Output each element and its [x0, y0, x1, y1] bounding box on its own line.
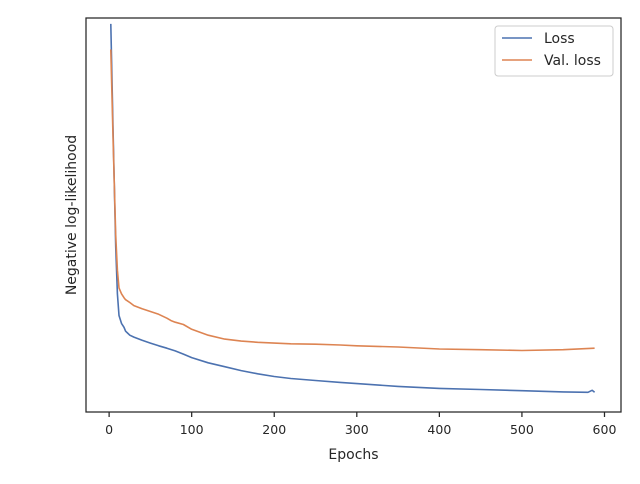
- series-line-val-loss: [110, 49, 595, 352]
- x-tick-label: 400: [427, 422, 451, 437]
- x-tick-label: 600: [593, 422, 617, 437]
- legend-label-val-loss: Val. loss: [544, 53, 601, 69]
- x-tick-label: 500: [510, 422, 534, 437]
- legend-label-loss: Loss: [544, 31, 575, 47]
- x-axis: 0 100 200 300 400 500 600: [105, 412, 616, 437]
- series-line-loss: [110, 23, 596, 394]
- legend: Loss Val. loss: [494, 25, 614, 77]
- x-axis-label: Epochs: [328, 447, 378, 463]
- x-tick-label: 200: [262, 422, 286, 437]
- x-tick-label: 100: [180, 422, 204, 437]
- y-axis-label: Negative log-likelihood: [64, 135, 80, 295]
- series-layer: [110, 23, 596, 394]
- plot-area-frame: [85, 17, 622, 413]
- x-tick-label: 300: [345, 422, 369, 437]
- x-tick-label: 0: [105, 422, 113, 437]
